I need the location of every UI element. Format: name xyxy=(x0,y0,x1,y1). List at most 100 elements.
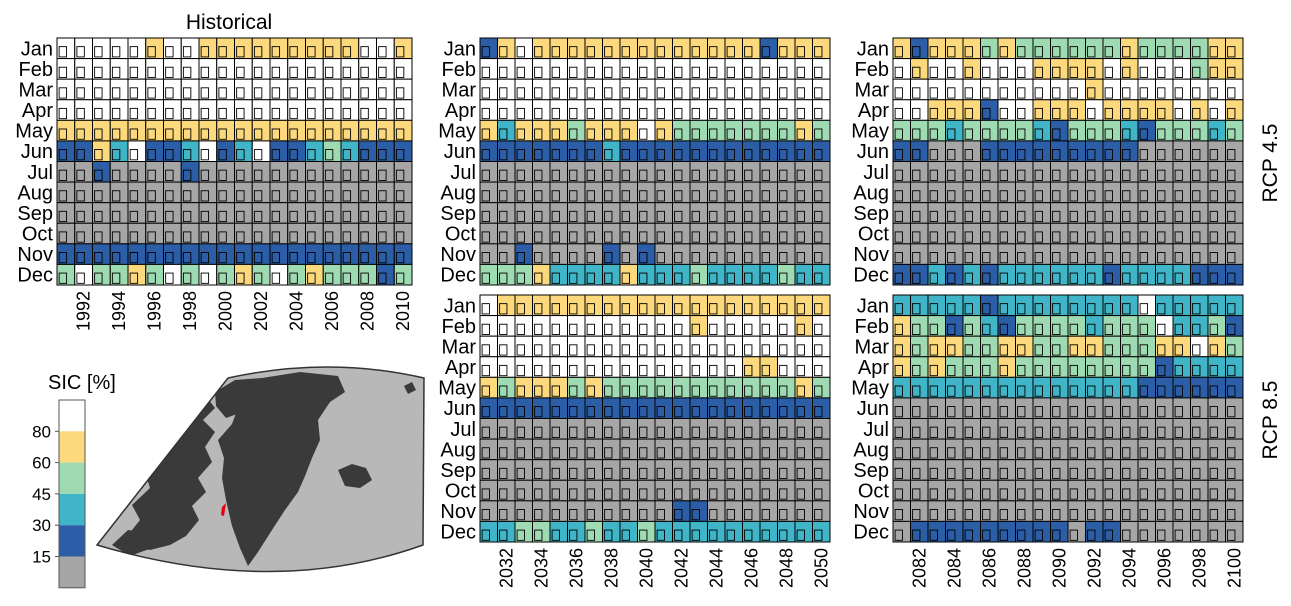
month-label: Feb xyxy=(442,316,476,338)
heatmap-cell xyxy=(549,520,568,543)
heatmap-cell xyxy=(56,243,76,265)
cell-marker xyxy=(674,66,683,78)
heatmap-cell xyxy=(1085,222,1104,245)
heatmap-cell xyxy=(945,161,964,183)
cell-marker xyxy=(1209,149,1218,161)
heatmap-cell xyxy=(514,520,533,543)
heatmap-cell xyxy=(180,119,200,142)
cell-marker xyxy=(360,231,369,243)
heatmap-cell xyxy=(742,37,761,60)
heatmap-cell xyxy=(672,459,691,481)
heatmap-cell xyxy=(707,181,726,204)
heatmap-cell xyxy=(637,315,656,337)
cell-marker xyxy=(604,128,613,140)
cell-marker xyxy=(586,66,595,78)
heatmap-cell xyxy=(393,161,413,183)
cell-marker xyxy=(726,107,735,120)
heatmap-cell xyxy=(1067,37,1086,60)
cell-marker xyxy=(1209,66,1218,78)
cell-marker xyxy=(200,252,210,264)
cell-marker xyxy=(1087,426,1096,438)
cell-marker xyxy=(253,87,263,99)
cell-marker xyxy=(929,323,938,335)
month-label: Apr xyxy=(445,357,476,379)
heatmap-cell xyxy=(198,99,218,121)
cell-marker xyxy=(378,210,387,223)
heatmap-cell xyxy=(945,479,964,502)
cell-marker xyxy=(621,210,630,223)
heatmap-cell xyxy=(707,356,726,378)
heatmap-cell xyxy=(1190,37,1209,60)
cell-marker xyxy=(1017,46,1026,58)
cell-marker xyxy=(1034,46,1043,58)
cell-marker xyxy=(639,210,648,223)
cell-marker xyxy=(1034,303,1043,315)
heatmap-cell xyxy=(567,119,586,142)
heatmap-cell xyxy=(497,99,516,121)
heatmap-cell xyxy=(74,58,93,80)
cell-marker xyxy=(534,190,543,202)
heatmap-cell xyxy=(1085,161,1104,183)
cell-marker xyxy=(147,87,156,99)
heatmap-cell xyxy=(1225,119,1244,142)
heatmap-cell xyxy=(584,202,603,224)
heatmap-cell xyxy=(892,181,911,204)
heatmap-cell xyxy=(234,263,253,286)
month-label: Apr xyxy=(858,357,889,379)
heatmap-cell xyxy=(56,161,76,183)
heatmap-cell xyxy=(514,181,533,204)
heatmap-cell xyxy=(997,37,1016,60)
heatmap-cell xyxy=(602,78,621,101)
heatmap-cell xyxy=(1032,418,1051,440)
heatmap-cell xyxy=(707,99,726,121)
heatmap-cell xyxy=(1015,37,1034,60)
heatmap-cell xyxy=(794,520,813,543)
month-label: Jul xyxy=(450,419,476,441)
heatmap-cell xyxy=(1015,397,1034,419)
cell-marker xyxy=(999,272,1008,284)
heatmap-cell xyxy=(724,222,743,245)
heatmap-cell xyxy=(777,356,796,378)
cell-marker xyxy=(324,149,334,161)
heatmap-cell xyxy=(892,37,911,60)
cell-marker xyxy=(1192,210,1201,223)
cell-marker xyxy=(569,87,578,99)
heatmap-cell xyxy=(742,520,761,543)
heatmap-cell xyxy=(198,78,218,101)
cell-marker xyxy=(1069,303,1078,315)
month-label: Mar xyxy=(442,79,477,101)
cell-marker xyxy=(289,87,298,99)
heatmap-cell xyxy=(742,58,761,80)
heatmap-cell xyxy=(910,202,929,224)
heatmap-cell xyxy=(980,315,999,337)
heatmap-cell xyxy=(567,78,586,101)
heatmap-cell xyxy=(216,78,235,101)
cell-marker xyxy=(912,303,921,315)
cell-marker xyxy=(894,87,903,99)
cell-marker xyxy=(111,66,121,78)
cell-marker xyxy=(621,87,630,99)
cell-marker xyxy=(999,128,1008,140)
cell-marker xyxy=(621,344,630,356)
heatmap-cell xyxy=(759,99,778,121)
month-label: Nov xyxy=(440,501,476,523)
cell-marker xyxy=(761,447,770,459)
heatmap-cell xyxy=(1032,294,1051,317)
heatmap-cell xyxy=(927,119,946,142)
heatmap-cell xyxy=(163,263,182,286)
cell-marker xyxy=(378,231,387,243)
heatmap-cell xyxy=(724,99,743,121)
cell-marker xyxy=(499,169,508,181)
heatmap-cell xyxy=(707,161,726,183)
heatmap-cell xyxy=(1225,479,1244,502)
cell-marker xyxy=(395,252,405,264)
heatmap-cell xyxy=(1172,479,1191,502)
month-label: Feb xyxy=(855,59,889,81)
cell-marker xyxy=(1104,406,1113,418)
cell-marker xyxy=(814,169,823,181)
cell-marker xyxy=(814,210,823,223)
heatmap-cell xyxy=(584,58,603,80)
heatmap-cell xyxy=(602,119,621,142)
heatmap-cell xyxy=(1050,119,1069,142)
cell-marker xyxy=(324,252,334,264)
